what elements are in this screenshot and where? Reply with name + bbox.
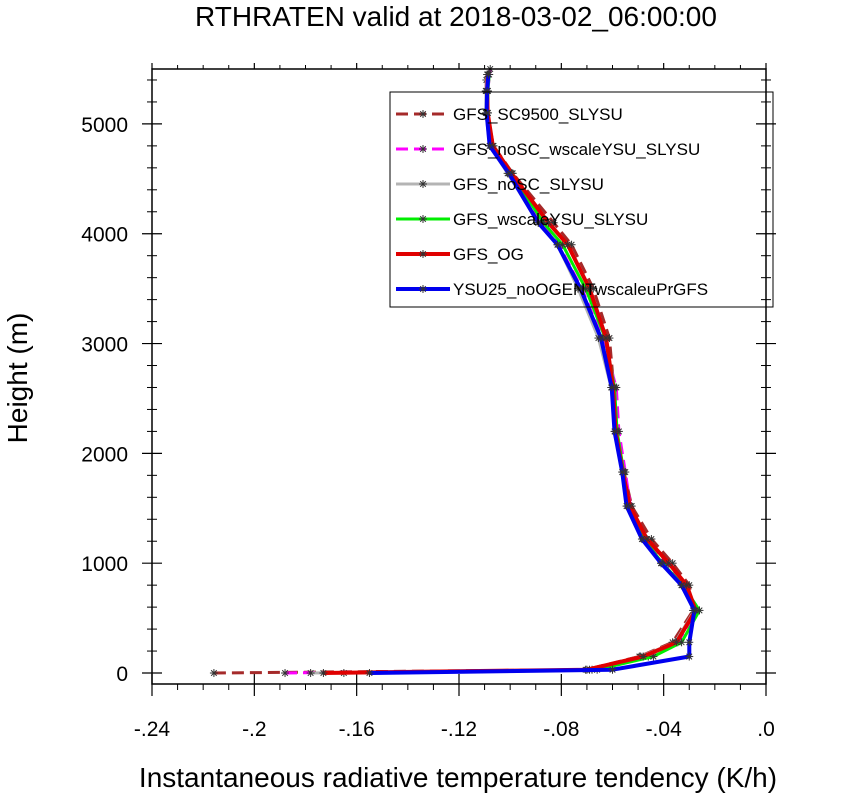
series-point	[365, 669, 374, 678]
legend-entry: GFS_noSC_wscaleYSU_SLYSU	[396, 140, 700, 159]
series-5	[365, 70, 699, 678]
series-point	[209, 669, 218, 678]
series-point	[608, 665, 617, 674]
x-axis-label: Instantaneous radiative temperature tend…	[139, 762, 777, 793]
tick-labels: -.24 -.2 -.16 -.12 -.08 -.04 .0 0 1000 2000 3000 40…	[81, 114, 774, 741]
y-tick-label: 1000	[81, 553, 128, 576]
series-point	[319, 669, 328, 678]
series-point	[544, 218, 553, 227]
series-point	[553, 240, 562, 249]
legend-entry: YSU25_noOGENTwscaleuPrGFS	[396, 280, 708, 299]
series-point	[657, 559, 666, 568]
series-point	[685, 638, 694, 647]
legend: GFS_SC9500_SLYSU GFS_noSC_wscaleYSU_SLYSU…	[389, 91, 774, 308]
x-tick-label: -.24	[134, 718, 171, 741]
x-tick-label: .0	[757, 718, 775, 741]
series-point	[504, 169, 513, 178]
series-point	[677, 581, 686, 590]
legend-label: GFS_noSC_SLYSU	[453, 175, 604, 194]
series-point	[306, 669, 315, 678]
chart-title: RTHRATEN valid at 2018-03-02_06:00:00	[195, 1, 717, 32]
series-line	[284, 68, 699, 675]
legend-label: YSU25_noOGENTwscaleuPrGFS	[453, 280, 708, 299]
legend-label: GFS_wscaleYSU_SLYSU	[453, 210, 648, 229]
plot-frame	[151, 68, 767, 685]
series-point	[534, 218, 543, 227]
series-point	[576, 284, 585, 293]
series-point	[482, 108, 491, 117]
legend-marker	[419, 145, 427, 153]
legend-entry: GFS_noSC_SLYSU	[396, 175, 604, 194]
x-tick-label: -.08	[543, 718, 579, 741]
x-tick-label: -.16	[339, 718, 375, 741]
legend-marker	[419, 215, 427, 223]
y-tick-label: 3000	[81, 334, 128, 357]
series-lines	[209, 65, 704, 678]
y-axis-label: Height (m)	[2, 313, 33, 444]
series-line	[343, 74, 701, 675]
series-point	[637, 535, 646, 544]
series-0	[209, 75, 698, 678]
series-point	[485, 141, 494, 150]
y-tick-label: 2000	[81, 443, 128, 466]
legend-marker	[419, 250, 427, 258]
series-point	[672, 638, 681, 647]
legend-entry: GFS_OG	[396, 245, 524, 264]
legend-marker	[419, 180, 427, 188]
series-point	[664, 559, 673, 568]
legend-label: GFS_SC9500_SLYSU	[453, 105, 623, 124]
series-point	[610, 427, 619, 436]
series-point	[484, 70, 493, 79]
series-point	[563, 240, 572, 249]
series-line	[323, 74, 698, 675]
y-tick-label: 4000	[81, 224, 128, 247]
series-point	[690, 606, 699, 615]
series-point	[639, 652, 648, 661]
legend-marker	[419, 285, 427, 293]
legend-entry: GFS_SC9500_SLYSU	[396, 105, 623, 124]
legend-frame	[389, 91, 774, 308]
legend-marker	[419, 110, 427, 118]
series-4	[319, 70, 700, 678]
series-point	[622, 502, 631, 511]
y-tick-label: 0	[116, 663, 128, 686]
y-tick-label: 5000	[81, 114, 128, 137]
series-line	[213, 79, 695, 675]
legend-entry: GFS_wscaleYSU_SLYSU	[396, 210, 648, 229]
series-point	[281, 669, 290, 678]
legend-label: GFS_noSC_wscaleYSU_SLYSU	[453, 140, 700, 159]
series-point	[483, 86, 492, 95]
series-line	[369, 74, 697, 675]
series-3	[339, 70, 704, 678]
series-point	[685, 652, 694, 661]
series-point	[596, 334, 605, 343]
x-tick-label: -.2	[242, 718, 267, 741]
series-point	[607, 383, 616, 392]
x-tick-label: -.12	[441, 718, 477, 741]
x-tick-label: -.04	[646, 718, 683, 741]
series-point	[618, 468, 627, 477]
series-point	[585, 284, 594, 293]
legend-label: GFS_OG	[453, 245, 524, 264]
